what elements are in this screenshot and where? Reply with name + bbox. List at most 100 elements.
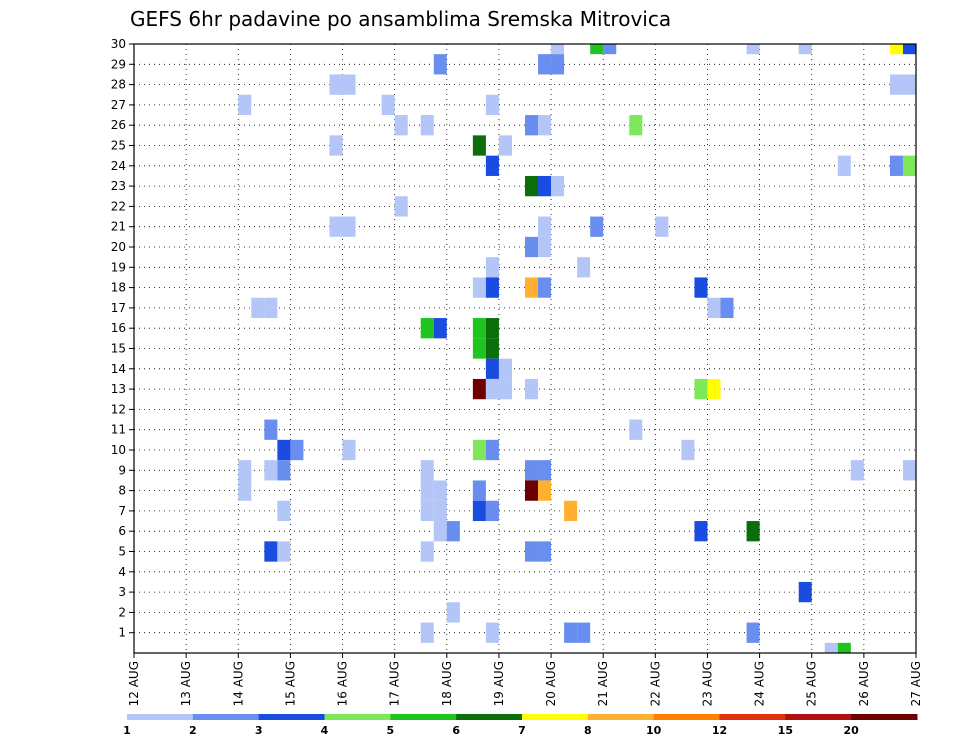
y-tick-label: 16 <box>111 321 126 335</box>
data-cell <box>342 439 356 461</box>
data-cell <box>485 378 499 400</box>
y-tick-label: 22 <box>111 199 126 213</box>
colorbar-swatch <box>785 714 852 720</box>
data-cell <box>472 378 486 400</box>
data-cell <box>538 541 552 562</box>
data-cell <box>238 480 252 501</box>
colorbar-swatch <box>653 714 720 720</box>
x-tick-label: 20 AUG <box>544 661 558 706</box>
colorbar-swatch <box>851 714 918 720</box>
colorbar-label: 2 <box>189 724 197 737</box>
y-tick-label: 8 <box>118 484 126 498</box>
x-tick-label: 12 AUG <box>127 661 141 706</box>
data-cell <box>564 622 578 643</box>
data-cell <box>889 74 903 95</box>
data-cell <box>485 155 499 176</box>
y-tick-label: 23 <box>111 179 126 193</box>
data-cell <box>902 44 916 55</box>
data-cell <box>264 297 278 319</box>
data-cell <box>798 581 812 603</box>
data-cell <box>472 135 486 156</box>
data-cell <box>525 277 539 298</box>
data-cell <box>694 277 708 298</box>
data-cell <box>238 460 252 481</box>
colorbar-label: 12 <box>712 724 727 737</box>
data-cell <box>577 257 591 278</box>
data-cell <box>498 358 512 379</box>
data-cell <box>498 378 512 400</box>
data-cell <box>577 622 591 643</box>
y-tick-label: 14 <box>111 362 126 376</box>
data-cell <box>472 318 486 339</box>
data-cell <box>681 439 695 461</box>
y-tick-label: 20 <box>111 240 126 254</box>
colorbar-label: 4 <box>321 724 329 737</box>
data-cell <box>342 74 356 95</box>
colorbar-swatch <box>258 714 325 720</box>
data-cell <box>290 439 304 461</box>
data-cell <box>420 541 434 562</box>
data-cell <box>485 257 499 278</box>
data-cell <box>902 460 916 481</box>
data-cell <box>538 277 552 298</box>
data-cell <box>707 378 721 400</box>
data-cell <box>238 94 252 116</box>
data-cell <box>472 480 486 501</box>
data-cell <box>746 622 760 643</box>
data-cell <box>694 521 708 542</box>
data-cell <box>551 44 565 55</box>
data-cell <box>824 642 838 653</box>
data-cell <box>264 419 278 440</box>
x-tick-label: 25 AUG <box>805 661 819 706</box>
x-tick-label: 27 AUG <box>909 661 923 706</box>
x-tick-label: 21 AUG <box>596 661 610 706</box>
data-cell <box>420 318 434 339</box>
y-tick-label: 5 <box>118 545 126 559</box>
y-tick-label: 7 <box>118 504 126 518</box>
data-cell <box>707 297 721 319</box>
x-tick-label: 13 AUG <box>179 661 193 706</box>
y-tick-label: 19 <box>111 260 126 274</box>
x-axis-ticks: 12 AUG 13 AUG 14 AUG 15 AUG 16 AUG 17 AUG 18 A… <box>127 653 923 706</box>
data-cell <box>538 236 552 258</box>
y-tick-label: 11 <box>111 423 126 437</box>
y-tick-label: 4 <box>118 565 126 579</box>
data-cell <box>264 460 278 481</box>
data-cell <box>889 155 903 176</box>
data-cell <box>485 358 499 379</box>
x-tick-label: 15 AUG <box>283 661 297 706</box>
data-cell <box>629 115 643 136</box>
data-cell <box>394 115 408 136</box>
y-tick-label: 1 <box>118 626 126 640</box>
y-tick-label: 28 <box>111 78 126 92</box>
data-cell <box>525 460 539 481</box>
data-cell <box>251 297 265 319</box>
data-cell <box>902 155 916 176</box>
data-cell <box>525 236 539 258</box>
data-cell <box>498 135 512 156</box>
data-cell <box>746 521 760 542</box>
data-cell <box>538 54 552 75</box>
data-cell <box>525 115 539 136</box>
data-cell <box>485 439 499 461</box>
colorbar: 1 2 3 4 5 6 7 8 10 12 15 20 <box>123 714 918 737</box>
data-cell <box>420 115 434 136</box>
colorbar-swatch <box>587 714 655 720</box>
y-tick-label: 27 <box>111 98 126 112</box>
data-cell <box>837 155 851 176</box>
x-tick-label: 17 AUG <box>388 661 402 706</box>
colorbar-swatch <box>456 714 523 720</box>
data-cell <box>329 135 343 156</box>
data-cell <box>472 500 486 522</box>
y-tick-label: 13 <box>111 382 126 396</box>
y-tick-label: 29 <box>111 57 126 71</box>
data-cell <box>277 439 291 461</box>
data-cell <box>590 44 604 55</box>
data-cell <box>433 521 447 542</box>
colorbar-swatch <box>390 714 457 720</box>
data-cell <box>485 338 499 359</box>
colorbar-label: 15 <box>778 724 793 737</box>
colorbar-swatch <box>719 714 786 720</box>
data-cell <box>590 216 604 237</box>
